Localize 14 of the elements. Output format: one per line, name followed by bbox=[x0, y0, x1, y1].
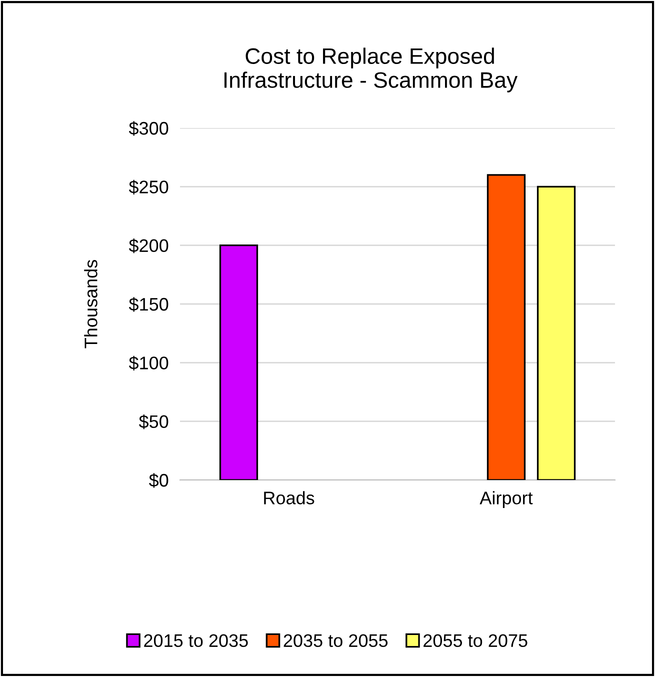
y-tick-label: $100 bbox=[128, 356, 168, 370]
y-axis-title: Thousands bbox=[84, 260, 98, 348]
chart-title: Cost to Replace Exposed Infrastructure - Scammon Bay bbox=[224, 48, 518, 92]
legend-label: 2035 to 2055 bbox=[284, 634, 388, 648]
y-tick-label: $50 bbox=[138, 414, 168, 430]
x-tick-label: Roads bbox=[264, 491, 314, 504]
legend-label: 2015 to 2035 bbox=[144, 634, 248, 648]
x-tick-label: Airport bbox=[480, 491, 533, 508]
y-tick-label: $150 bbox=[128, 297, 168, 312]
y-tick-label: $250 bbox=[128, 180, 168, 194]
y-tick-label: $200 bbox=[128, 238, 168, 254]
y-tick-label: $300 bbox=[128, 121, 168, 136]
y-tick-label: $0 bbox=[149, 473, 168, 488]
legend-label: 2055 to 2075 bbox=[424, 634, 528, 648]
